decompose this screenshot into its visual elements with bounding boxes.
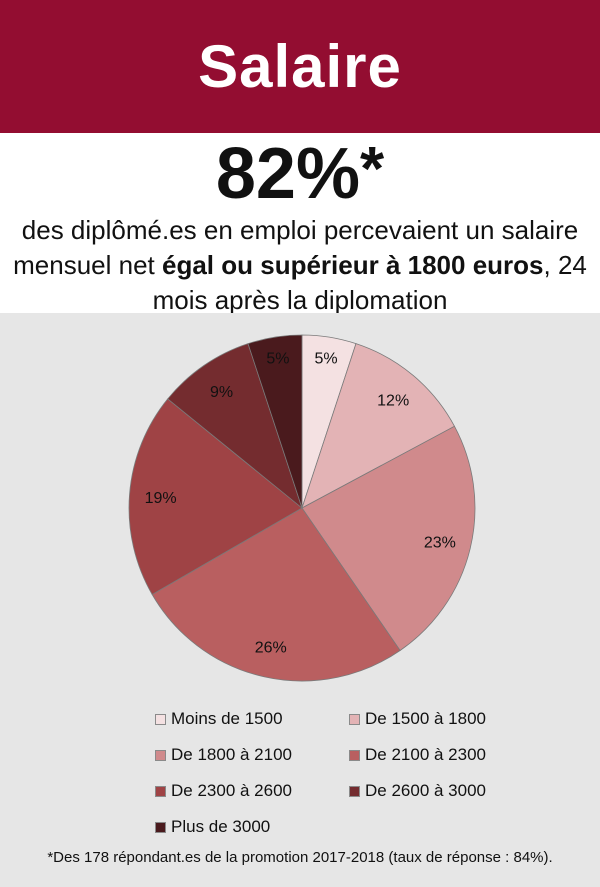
chart-area: 5% 12% 23% 26% 19% 9% 5% Moins de 1500 De 1500 … — [0, 313, 600, 887]
legend-item: De 2300 à 2600 — [155, 781, 292, 801]
legend-item: Plus de 3000 — [155, 817, 270, 837]
pie-value-label: 5% — [314, 351, 337, 368]
headline-stat-marker: * — [359, 135, 385, 204]
footnote: *Des 178 répondant.es de la promotion 20… — [47, 849, 553, 866]
legend-item: De 1800 à 2100 — [155, 745, 292, 765]
legend-label: De 2300 à 2600 — [171, 781, 292, 800]
legend-item: Moins de 1500 — [155, 709, 283, 729]
pie-value-label: 9% — [210, 384, 233, 401]
legend-swatch — [155, 749, 166, 761]
legend-swatch — [155, 821, 166, 833]
legend-label: De 1500 à 1800 — [365, 709, 486, 728]
pie-slice-6 — [167, 343, 303, 510]
headline-text-part2: , 24 mois après la diplomation — [152, 250, 587, 315]
pie-slice-2 — [301, 343, 456, 509]
legend-swatch — [349, 713, 360, 725]
page-title: Salaire — [198, 33, 402, 100]
legend-item: De 2600 à 3000 — [349, 781, 486, 801]
legend-label: De 2600 à 3000 — [365, 781, 486, 800]
legend-swatch — [349, 785, 360, 797]
headline-stat: 82%* — [0, 135, 600, 213]
pie-value-label: 12% — [377, 392, 409, 409]
pie-slice-7 — [247, 334, 303, 509]
headline-text-bold: égal ou supérieur à 1800 euros — [162, 250, 544, 280]
headline-text-part1: des diplômé.es en emploi percevaient un … — [13, 215, 579, 280]
pie-slice-5 — [128, 398, 303, 596]
pie-value-label: 23% — [424, 534, 456, 551]
legend-swatch — [155, 713, 166, 725]
headline-block: 82%* des diplômé.es en emploi percevaien… — [0, 133, 600, 315]
legend-label: De 2100 à 2300 — [365, 745, 486, 764]
headline-stat-value: 82% — [215, 134, 360, 214]
legend-swatch — [349, 749, 360, 761]
pie-value-label: 5% — [266, 351, 289, 368]
legend-label: De 1800 à 2100 — [171, 745, 292, 764]
legend-item: De 1500 à 1800 — [349, 709, 486, 729]
pie-slice-4 — [151, 507, 401, 682]
legend-item: De 2100 à 2300 — [349, 745, 486, 765]
legend-label: Plus de 3000 — [171, 817, 271, 836]
headline-text: des diplômé.es en emploi percevaient un … — [10, 213, 590, 318]
pie-chart: 5% 12% 23% 26% 19% 9% 5% — [128, 334, 476, 682]
legend-label: Moins de 1500 — [171, 709, 283, 728]
pie-value-label: 26% — [255, 639, 287, 656]
title-banner: Salaire — [0, 0, 600, 133]
legend-swatch — [155, 785, 166, 797]
pie-slice-3 — [301, 425, 476, 652]
pie-value-label: 19% — [145, 490, 177, 507]
